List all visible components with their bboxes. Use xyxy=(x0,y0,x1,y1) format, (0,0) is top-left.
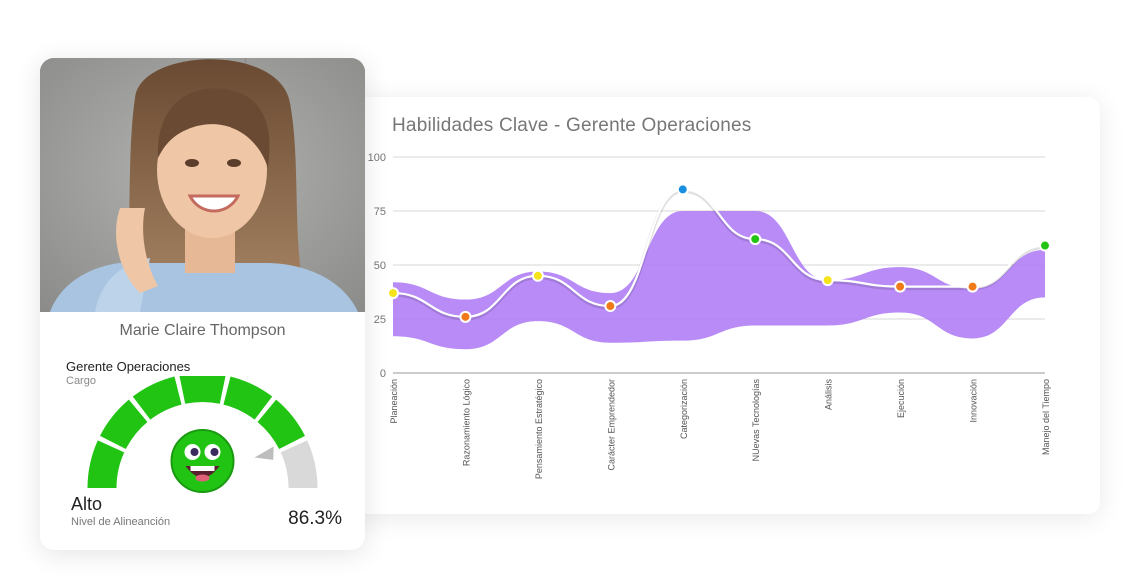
y-tick-label: 75 xyxy=(374,206,386,218)
skills-chart-card: Habilidades Clave - Gerente Operaciones … xyxy=(352,97,1100,514)
data-point xyxy=(894,280,907,293)
profile-card: Marie Claire Thompson Gerente Operacione… xyxy=(40,58,365,550)
data-point xyxy=(821,274,834,287)
x-tick-label: Categorización xyxy=(679,379,689,439)
gauge-segment xyxy=(132,376,182,420)
x-tick-label: Manejo del Tiempo xyxy=(1041,379,1051,455)
chart-title: Habilidades Clave - Gerente Operaciones xyxy=(392,115,752,136)
alignment-gauge xyxy=(87,376,318,493)
alignment-level-caption: Nivel de Alineanción xyxy=(71,516,171,528)
data-point xyxy=(966,280,979,293)
alignment-level: Alto xyxy=(71,494,103,514)
x-tick-label: NUevas Tecnologías xyxy=(751,379,761,462)
smiley-pupil-right xyxy=(210,448,219,456)
gauge-segment xyxy=(100,399,148,450)
x-tick-label: Ejecución xyxy=(896,379,906,418)
gauge-segment xyxy=(179,376,226,404)
skills-chart: 0 25 50 75 100 Planeación Razonamiento Lógico… xyxy=(368,152,1051,479)
smiley-face-icon xyxy=(170,429,235,493)
x-tick-label: Planeación xyxy=(389,379,399,424)
y-tick-label: 25 xyxy=(374,314,386,326)
y-tick-label: 50 xyxy=(374,260,386,272)
data-point xyxy=(387,287,399,300)
data-point xyxy=(531,269,544,282)
smiley-tongue xyxy=(195,474,210,482)
gauge-segment xyxy=(87,440,125,488)
profile-photo xyxy=(40,58,365,312)
gauge-segment xyxy=(257,399,305,450)
data-point xyxy=(749,233,762,246)
data-point xyxy=(1039,239,1051,252)
role-title: Gerente Operaciones xyxy=(66,359,191,374)
data-point xyxy=(604,300,617,313)
y-tick-label: 0 xyxy=(380,368,386,380)
role-caption: Cargo xyxy=(66,375,96,387)
gauge-remainder xyxy=(280,440,318,488)
x-tick-label: Análisis xyxy=(824,379,834,411)
smiley-pupil-left xyxy=(190,448,199,456)
x-tick-label: Pensamiento Estratégico xyxy=(534,379,544,479)
x-tick-label: Carácter Emprendedor xyxy=(606,379,616,471)
person-name: Marie Claire Thompson xyxy=(119,322,286,339)
gauge-segment xyxy=(223,376,273,420)
gauge-pointer xyxy=(254,446,274,460)
x-tick-label: Razonamiento Lógico xyxy=(461,379,471,466)
alignment-score: 86.3% xyxy=(288,508,342,529)
data-point xyxy=(459,310,472,323)
y-tick-label: 100 xyxy=(368,152,386,164)
smiley-teeth xyxy=(190,466,215,471)
x-tick-label: Innovación xyxy=(969,379,979,423)
range-band xyxy=(393,211,1045,350)
series-line xyxy=(392,188,1046,318)
data-point xyxy=(676,183,689,196)
